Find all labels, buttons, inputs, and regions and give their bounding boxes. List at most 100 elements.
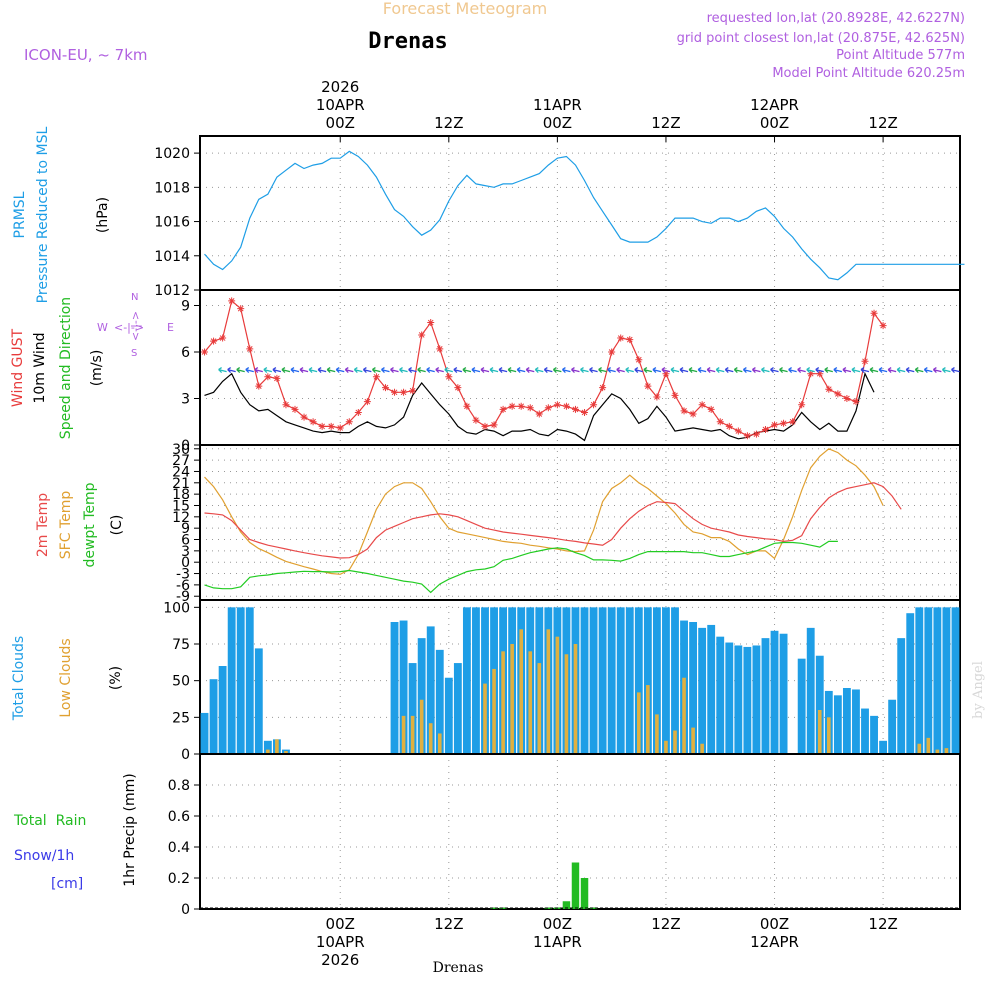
wind-gust-marker [354,408,362,416]
precip-frame [199,753,961,910]
requested-coords: requested lon,lat (20.8928E, 42.6227N) [707,11,965,26]
wind-direction-arrow [299,367,309,374]
wind-direction-arrow [344,367,354,374]
model-label: ICON-EU, ~ 7km [24,46,148,64]
wind-gust-marker [445,373,453,381]
wind-direction-arrow [471,367,481,374]
wind-gust-marker [201,348,209,356]
wind-gust-marker [789,418,797,426]
total-cloud-bar [924,607,933,754]
total-cloud-bar [399,620,408,754]
low-cloud-bar [501,651,505,754]
low-cloud-bar [700,743,704,754]
clouds-panel: 0 25 50 75 100 [163,599,961,763]
bottom-time-label: 12APR [750,933,799,951]
wind-direction-arrow [317,367,327,374]
total-cloud-bar [897,638,906,754]
wind-direction-arrow [245,367,254,374]
low-cloud-bar [401,715,406,754]
total-cloud-bar [861,708,869,754]
wind-direction-arrow [607,367,616,374]
wind-direction-arrow [697,367,707,374]
wind-gust-marker [381,384,389,392]
wind-gust-marker [571,405,579,413]
wind-gust-marker [309,418,317,426]
top-time-label: 00Z [543,114,572,132]
total-cloud-bar [453,663,462,754]
wind-direction-arrow [525,367,535,374]
total-cloud-bar [879,740,888,754]
snow-unit: [cm] [51,876,83,892]
total-cloud-bar [200,712,209,754]
wind-direction-arrow [444,367,453,374]
wind-gust-marker [400,388,408,396]
wind-direction-arrow [634,367,643,374]
temp-ytick-label: -6 [176,578,190,594]
total-cloud-bar [815,655,824,754]
wind-direction-arrow [616,367,625,374]
wind-gust-marker [834,390,842,398]
wind-gust-marker [472,416,480,424]
total-cloud-bar [408,663,417,754]
wind-gust-marker [879,322,887,330]
pressure-frame [199,135,961,291]
wind-gust-marker [662,370,670,378]
wind-gust-marker [363,398,371,406]
wind-direction-arrow [941,367,951,374]
wind-gust-marker [644,382,652,390]
wind-gust-marker [508,402,516,410]
chart-subtitle: Forecast Meteogram [383,0,547,18]
wind-gust-marker [436,345,444,353]
wind-gust-marker [336,424,344,432]
total-cloud-bar [426,626,435,754]
wind-dir-label: Speed and Direction [58,297,74,439]
wind-direction-arrow [353,367,363,374]
temp-dew-line [204,540,838,594]
low-cloud-bar [410,715,415,754]
top-time-label: 2026 [321,78,359,96]
total-cloud-bar [652,607,661,754]
precip-ytick-label: 0.6 [168,809,190,825]
wind-direction-arrow [688,367,698,374]
total-cloud-bar [634,607,643,754]
wind-direction-arrow [516,367,526,374]
wind-gust-marker [626,336,634,344]
top-time-label: 12Z [434,114,463,132]
total-cloud-bar [833,695,842,754]
low-cloud-bar [284,751,288,754]
clouds-ytick-label: 100 [163,600,190,616]
top-time-label: 12Z [651,114,680,132]
low-cloud-bar [691,727,695,754]
wind-direction-arrow [381,367,390,374]
chart-title: Drenas [368,29,447,54]
compass-north: N [131,292,138,303]
total-cloud-bar [906,613,915,754]
wind-gust-marker [391,388,399,396]
wind-ytick-label: 3 [181,392,190,408]
total-cloud-bar [707,624,716,754]
compass-rose: W E <-|-> <-|-> N S [97,292,174,359]
wind-ytick-label: 0 [181,438,190,454]
model-altitude: Model Point Altitude 620.25m [772,66,965,81]
total-cloud-bar [263,740,272,754]
total-cloud-bar [435,649,444,754]
wind-direction-arrow [272,367,282,374]
total-cloud-bar [662,607,670,754]
wind-direction-arrow [218,367,227,374]
wind-panel-labels: Wind GUST 10m Wind Speed and Direction (… [10,292,174,439]
temp-2m-label: 2m Temp [35,493,51,557]
precip-ytick-label: 0 [181,902,190,918]
wind-gust-marker [372,373,380,381]
precip-unit: 1hr Precip (mm) [122,773,138,886]
wind-direction-arrow [914,367,924,374]
wind-gust-marker [237,305,245,313]
wind-direction-arrow [390,367,399,374]
wind-gust-marker [780,419,788,427]
total-cloud-bar [870,715,878,754]
bottom-time-label: 00Z [326,915,355,933]
temp-ytick-label: 6 [181,533,190,549]
low-cloud-bar [428,723,433,754]
total-cloud-bar [806,627,815,754]
